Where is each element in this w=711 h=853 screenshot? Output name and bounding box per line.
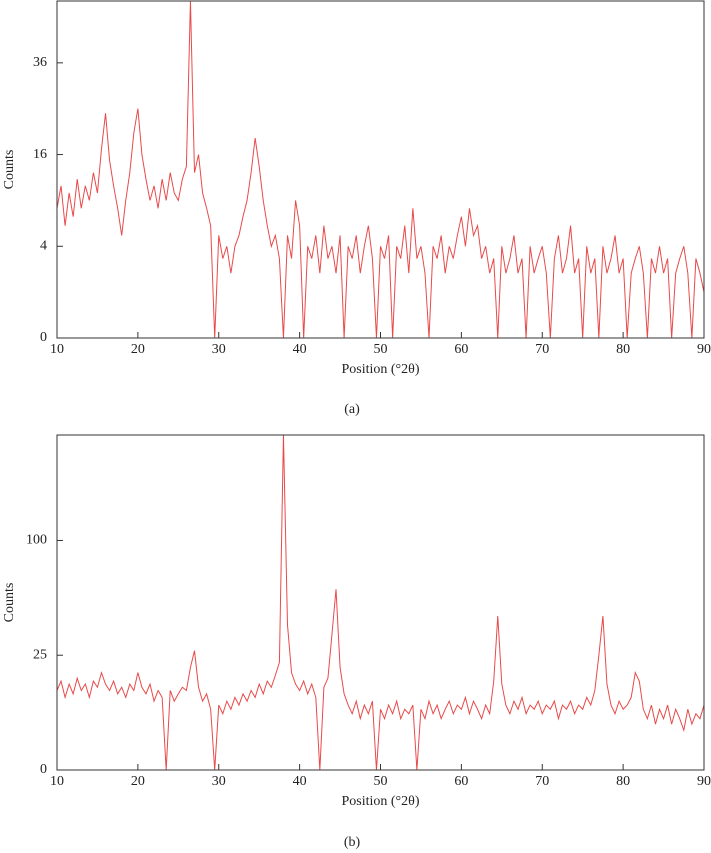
y-tick-label: 0 (40, 762, 47, 777)
x-tick-label: 50 (374, 774, 388, 789)
y-tick-label: 0 (40, 330, 47, 345)
x-tick-label: 60 (454, 774, 468, 789)
plot-frame (56, 0, 705, 339)
x-tick-label: 10 (50, 342, 64, 357)
x-tick-label: 30 (212, 342, 226, 357)
x-tick-label: 90 (697, 774, 711, 789)
data-line (56, 434, 705, 771)
y-tick-label: 100 (26, 533, 47, 548)
y-tick-label: 36 (33, 55, 47, 70)
x-tick-label: 40 (293, 342, 307, 357)
x-tick-label: 30 (212, 774, 226, 789)
x-tick-label: 90 (697, 342, 711, 357)
x-tick-label: 50 (374, 342, 388, 357)
x-tick-label: 20 (131, 774, 145, 789)
x-tick-label: 60 (454, 342, 468, 357)
y-tick-label: 25 (33, 647, 47, 662)
data-line (56, 0, 705, 339)
y-axis-label: Counts (2, 150, 17, 190)
y-tick-label: 4 (40, 238, 47, 253)
x-tick-label: 80 (616, 774, 630, 789)
x-tick-label: 10 (50, 774, 64, 789)
caption: (b) (344, 835, 361, 850)
x-tick-label: 70 (535, 774, 549, 789)
x-tick-label: 20 (131, 342, 145, 357)
caption: (a) (344, 402, 360, 417)
x-tick-label: 70 (535, 342, 549, 357)
plot-frame (56, 434, 705, 771)
x-axis-label: Position (°2θ) (341, 794, 419, 809)
x-axis-label: Position (°2θ) (341, 362, 419, 377)
y-tick-label: 16 (33, 147, 47, 162)
y-axis-label: Counts (2, 583, 17, 623)
x-tick-label: 80 (616, 342, 630, 357)
x-tick-label: 40 (293, 774, 307, 789)
